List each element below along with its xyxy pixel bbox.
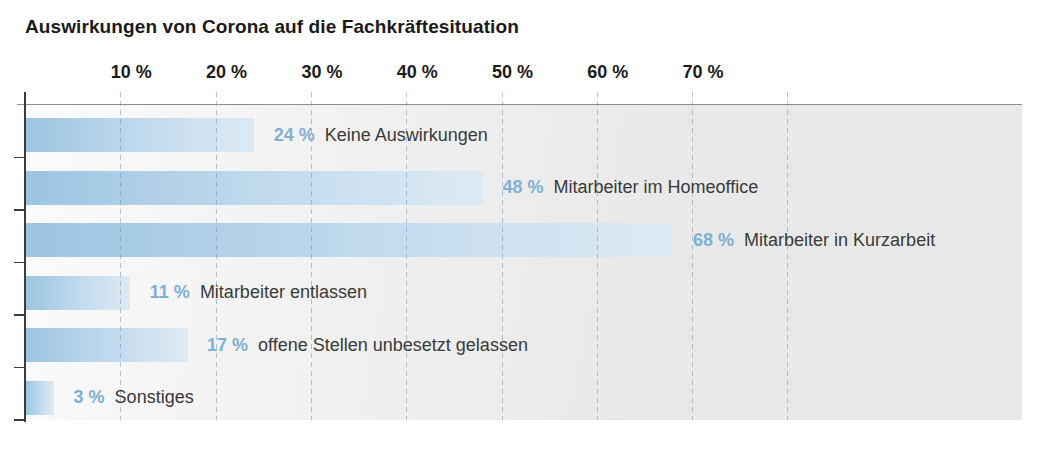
bar-5 [26,328,188,362]
gridline-20-percent [216,92,217,420]
bar-label-1: 24 % Keine Auswirkungen [274,118,488,152]
x-tick-label: 50 % [463,62,563,83]
x-tick-label: 20 % [177,62,277,83]
x-axis-line [17,104,1022,106]
y-axis-tick [14,314,25,316]
bar-label-4: 11 % Mitarbeiter entlassen [150,276,367,310]
bar-2 [26,171,483,205]
bar-label-5: 17 % offene Stellen unbesetzt gelassen [207,328,528,362]
x-tick-label: 60 % [558,62,658,83]
bar-value: 3 % [74,387,105,408]
chart-title: Auswirkungen von Corona auf die Fachkräf… [25,16,519,38]
bar-category: Mitarbeiter entlassen [200,282,367,303]
y-axis-tick [14,419,25,421]
bar-label-6: 3 % Sonstiges [74,381,194,415]
x-tick-label: 40 % [367,62,467,83]
gridline-60-percent [597,92,598,420]
bar-label-2: 48 % Mitarbeiter im Homeoffice [502,171,758,205]
x-tick-label: 70 % [653,62,753,83]
x-tick-label: 10 % [81,62,181,83]
bar-category: Sonstiges [115,387,194,408]
bar-category: Keine Auswirkungen [325,125,488,146]
gridline-50-percent [502,92,503,420]
bar-category: Mitarbeiter in Kurzarbeit [744,230,935,251]
bar-category: Mitarbeiter im Homeoffice [553,177,758,198]
y-axis-tick [14,262,25,264]
bar-3 [26,223,674,257]
y-axis-tick [14,209,25,211]
y-axis-tick [14,157,25,159]
y-axis-line [24,92,26,422]
bar-1 [26,118,255,152]
bar-value: 17 % [207,335,248,356]
bar-value: 24 % [274,125,315,146]
y-axis-tick [14,367,25,369]
gridline-10-percent [120,92,121,420]
corona-impact-bar-chart: Auswirkungen von Corona auf die Fachkräf… [0,0,1041,466]
bar-4 [26,276,131,310]
bar-6 [26,381,55,415]
bar-value: 68 % [693,230,734,251]
bar-category: offene Stellen unbesetzt gelassen [258,335,528,356]
bar-value: 11 % [150,282,190,303]
bar-value: 48 % [502,177,543,198]
bar-label-3: 68 % Mitarbeiter in Kurzarbeit [693,223,935,257]
x-tick-label: 30 % [272,62,372,83]
plot-area [25,105,1022,420]
